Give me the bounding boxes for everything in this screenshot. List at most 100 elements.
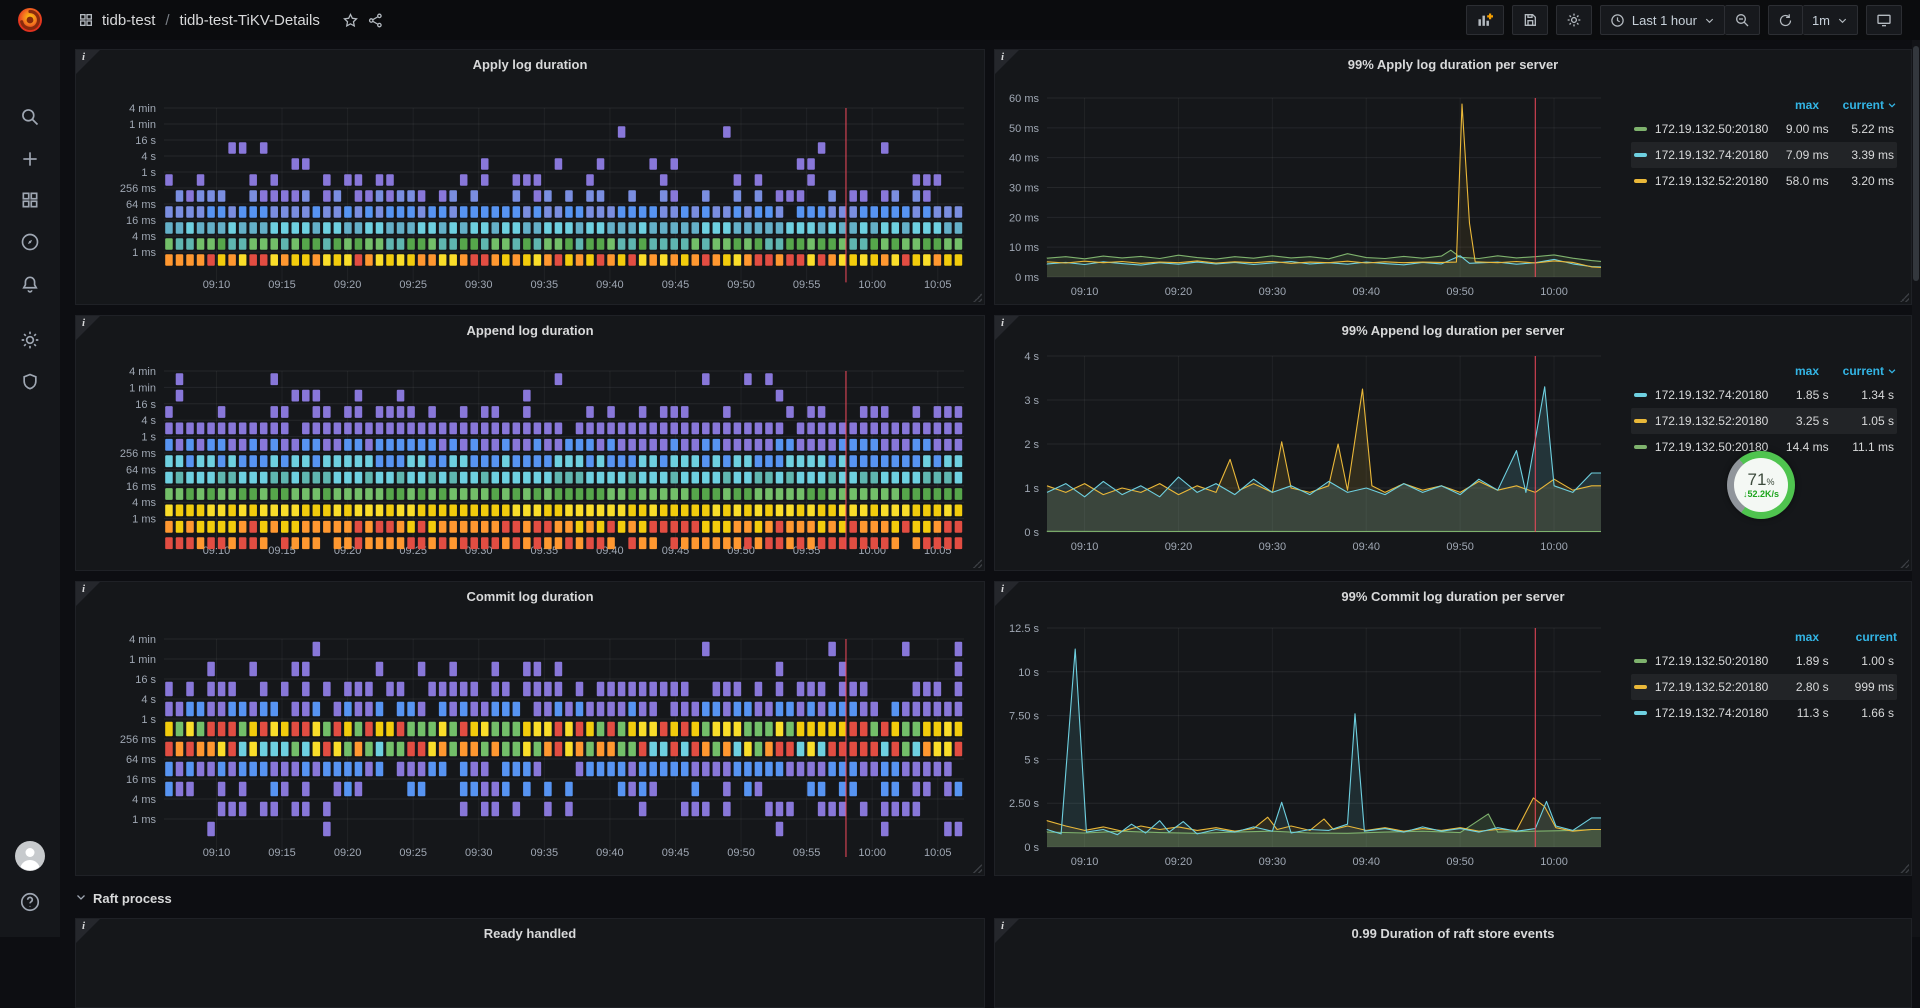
axis-tick-label: 30 ms — [1009, 183, 1039, 195]
scrollbar-track[interactable] — [1912, 40, 1920, 937]
panel-resize-handle[interactable] — [972, 292, 982, 302]
star-icon[interactable] — [342, 12, 359, 29]
save-dashboard-button[interactable] — [1512, 5, 1548, 35]
heatmap-chart[interactable]: 4 min1 min16 s4 s1 s256 ms64 ms16 ms4 ms… — [76, 316, 986, 572]
panel-resize-handle[interactable] — [972, 863, 982, 873]
axis-tick-label: 09:20 — [1165, 541, 1193, 553]
axis-tick-label: 1 s — [1024, 483, 1039, 495]
legend-header-current[interactable]: current — [1819, 630, 1897, 644]
axis-tick-label: 09:40 — [596, 279, 624, 291]
axis-tick-label: 10 ms — [1009, 242, 1039, 254]
axis-tick-label: 09:55 — [793, 847, 821, 859]
dashboards-icon[interactable] — [0, 182, 60, 218]
legend-series-label[interactable]: 172.19.132.74:20180 — [1655, 148, 1768, 162]
legend-row[interactable]: 172.19.132.74:201807.09 ms3.39 ms — [1631, 142, 1897, 168]
alerting-bell-icon[interactable] — [0, 266, 60, 302]
series-color-dash[interactable] — [1634, 179, 1647, 183]
series-color-dash[interactable] — [1634, 711, 1647, 715]
scrollbar-thumb[interactable] — [1913, 46, 1919, 281]
series-color-dash[interactable] — [1634, 445, 1647, 449]
panel-resize-handle[interactable] — [972, 558, 982, 568]
top-nav: tidb-test / tidb-test-TiKV-Details Last … — [0, 0, 1920, 40]
series-color-dash[interactable] — [1634, 153, 1647, 157]
axis-tick-label: 2 s — [1024, 439, 1039, 451]
series-color-dash[interactable] — [1634, 685, 1647, 689]
axis-tick-label: 09:50 — [727, 847, 755, 859]
search-icon[interactable] — [0, 99, 60, 135]
legend-row[interactable]: 172.19.132.50:201809.00 ms5.22 ms — [1631, 116, 1897, 142]
panel-title[interactable]: 0.99 Duration of raft store events — [995, 926, 1911, 941]
legend-series-label[interactable]: 172.19.132.74:20180 — [1655, 388, 1768, 402]
refresh-interval-picker[interactable]: 1m — [1803, 5, 1858, 35]
legend-header-current-label: current — [1843, 98, 1884, 112]
legend-series-label[interactable]: 172.19.132.50:20180 — [1655, 122, 1768, 136]
legend-series-label[interactable]: 172.19.132.50:20180 — [1655, 654, 1768, 668]
share-icon[interactable] — [367, 12, 384, 29]
legend-current-value: 1.34 s — [1829, 388, 1894, 402]
sidebar — [0, 0, 60, 937]
axis-tick-label: 12.5 s — [1009, 623, 1039, 635]
axis-tick-label: 64 ms — [126, 199, 156, 211]
add-panel-button[interactable] — [1466, 5, 1504, 35]
axis-tick-label: 16 s — [135, 399, 156, 411]
legend-current-value: 3.39 ms — [1829, 148, 1894, 162]
refresh-interval-label: 1m — [1812, 13, 1830, 28]
legend-header-current[interactable]: current — [1819, 98, 1897, 112]
legend-row[interactable]: 172.19.132.52:2018058.0 ms3.20 ms — [1631, 168, 1897, 194]
series-color-dash[interactable] — [1634, 659, 1647, 663]
panel-resize-handle[interactable] — [1899, 558, 1909, 568]
axis-tick-label: 4 min — [129, 634, 156, 646]
help-icon[interactable] — [0, 884, 60, 920]
axis-tick-label: 16 ms — [126, 481, 156, 493]
legend-series-label[interactable]: 172.19.132.74:20180 — [1655, 706, 1768, 720]
create-icon[interactable] — [0, 141, 60, 177]
legend-header-max[interactable]: max — [1747, 630, 1819, 644]
axis-tick-label: 0 s — [1024, 842, 1039, 854]
axis-tick-label: 10:00 — [1540, 856, 1568, 868]
legend-header-max[interactable]: max — [1747, 364, 1819, 378]
zoom-out-button[interactable] — [1725, 5, 1760, 35]
legend-current-value: 999 ms — [1829, 680, 1894, 694]
heatmap-chart[interactable]: 4 min1 min16 s4 s1 s256 ms64 ms16 ms4 ms… — [76, 582, 986, 877]
breadcrumb: tidb-test / tidb-test-TiKV-Details — [78, 12, 384, 29]
row-header-raft-process[interactable]: Raft process — [75, 891, 172, 906]
user-avatar[interactable] — [0, 838, 60, 874]
configuration-gear-icon[interactable] — [0, 322, 60, 358]
legend-series-label[interactable]: 172.19.132.52:20180 — [1655, 414, 1768, 428]
refresh-button[interactable] — [1768, 5, 1803, 35]
axis-tick-label: 09:55 — [793, 279, 821, 291]
panel-resize-handle[interactable] — [1899, 292, 1909, 302]
series-color-dash[interactable] — [1634, 419, 1647, 423]
progress-rate: 52.2K/s — [1747, 489, 1779, 499]
heatmap-chart[interactable]: 4 min1 min16 s4 s1 s256 ms64 ms16 ms4 ms… — [76, 50, 986, 306]
legend-row[interactable]: 172.19.132.74:2018011.3 s1.66 s — [1631, 700, 1897, 726]
legend-row[interactable]: 172.19.132.50:201801.89 s1.00 s — [1631, 648, 1897, 674]
breadcrumb-dashboard-title[interactable]: tidb-test-TiKV-Details — [180, 12, 320, 29]
progress-badge[interactable]: 71% ↓52.2K/s — [1727, 451, 1795, 519]
series-color-dash[interactable] — [1634, 393, 1647, 397]
server-admin-shield-icon[interactable] — [0, 364, 60, 400]
legend-series-label[interactable]: 172.19.132.52:20180 — [1655, 174, 1768, 188]
dashboard-grid-icon — [78, 12, 94, 28]
explore-compass-icon[interactable] — [0, 224, 60, 260]
chevron-down-icon — [1704, 15, 1715, 26]
axis-tick-label: 09:35 — [531, 279, 559, 291]
panel-resize-handle[interactable] — [1899, 863, 1909, 873]
series-color-dash[interactable] — [1634, 127, 1647, 131]
legend-row[interactable]: 172.19.132.52:201803.25 s1.05 s — [1631, 408, 1897, 434]
legend-header-max[interactable]: max — [1747, 98, 1819, 112]
panel-title[interactable]: Ready handled — [76, 926, 984, 941]
axis-tick-label: 4 s — [1024, 351, 1039, 363]
panel-legend: max current 172.19.132.50:201809.00 ms5.22… — [1631, 94, 1897, 194]
time-range-picker[interactable]: Last 1 hour — [1600, 5, 1725, 35]
legend-series-label[interactable]: 172.19.132.52:20180 — [1655, 680, 1768, 694]
axis-tick-label: 64 ms — [126, 754, 156, 766]
breadcrumb-folder[interactable]: tidb-test — [102, 12, 155, 29]
legend-row[interactable]: 172.19.132.52:201802.80 s999 ms — [1631, 674, 1897, 700]
cycle-view-mode-button[interactable] — [1866, 5, 1902, 35]
legend-header-current[interactable]: current — [1819, 364, 1897, 378]
legend-row[interactable]: 172.19.132.74:201801.85 s1.34 s — [1631, 382, 1897, 408]
dashboard-settings-button[interactable] — [1556, 5, 1592, 35]
axis-tick-label: 256 ms — [120, 734, 157, 746]
grafana-logo[interactable] — [0, 0, 60, 40]
